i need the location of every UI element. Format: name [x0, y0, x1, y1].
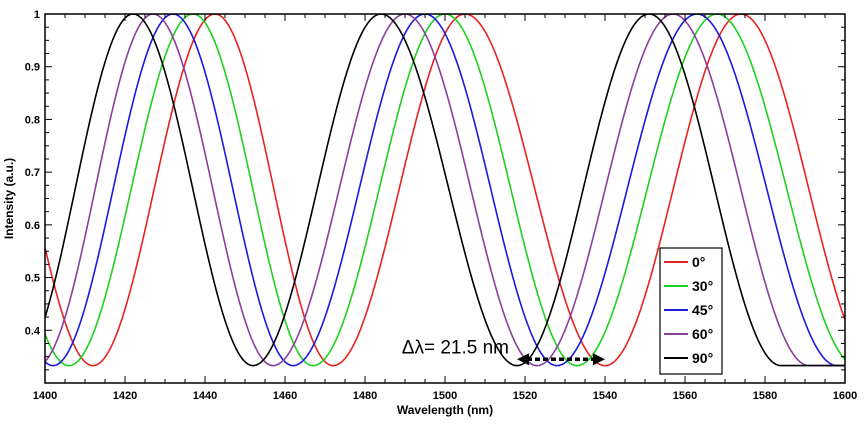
annotation-label: Δλ= 21.5 nm: [402, 337, 509, 358]
legend-label: 0°: [692, 254, 705, 270]
y-tick-label: 0.7: [25, 167, 40, 179]
legend-label: 90°: [692, 350, 713, 366]
x-tick-label: 1480: [353, 390, 377, 402]
plot-frame: [44, 13, 846, 384]
legend: 0° 30° 45° 60° 90°: [659, 247, 723, 375]
x-tick-label: 1540: [593, 390, 617, 402]
x-tick-label: 1500: [433, 390, 457, 402]
x-tick-label: 1560: [673, 390, 697, 402]
series-line-3: [45, 14, 845, 367]
x-tick-label: 1440: [193, 390, 217, 402]
x-tick-label: 1400: [33, 390, 57, 402]
x-tick-label: 1520: [513, 390, 537, 402]
x-tick-label: 1600: [833, 390, 857, 402]
y-tick-label: 0.4: [25, 325, 41, 337]
annotation-arrowhead-right: [593, 353, 605, 366]
series-line-4: [45, 14, 845, 367]
legend-label: 60°: [692, 326, 713, 342]
x-tick-label: 1580: [753, 390, 777, 402]
y-tick-label: 0.8: [25, 114, 40, 126]
x-tick-label: 1460: [273, 390, 297, 402]
y-tick-label: 1: [34, 9, 40, 21]
x-axis-label: Wavelength (nm): [397, 403, 493, 417]
legend-label: 45°: [692, 302, 713, 318]
series-group: [45, 14, 845, 367]
x-tick-label: 1420: [113, 390, 137, 402]
series-line-1: [45, 14, 845, 367]
annotation-arrowhead-left: [517, 353, 529, 366]
y-tick-label: 0.9: [25, 62, 40, 74]
series-line-0: [45, 14, 845, 367]
legend-label: 30°: [692, 278, 713, 294]
y-tick-label: 0.5: [25, 273, 40, 285]
series-line-2: [45, 14, 845, 367]
y-tick-label: 0.6: [25, 220, 40, 232]
y-axis-label: Intensity (a.u.): [2, 158, 16, 239]
